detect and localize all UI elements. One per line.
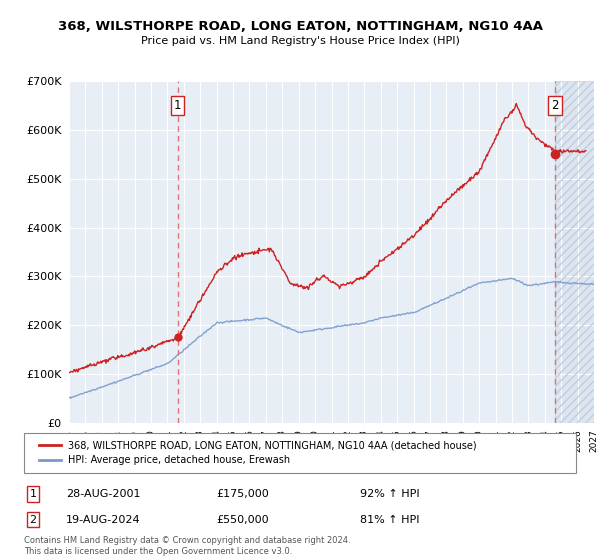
Text: 28-AUG-2001: 28-AUG-2001 [66,489,140,499]
Text: 81% ↑ HPI: 81% ↑ HPI [360,515,419,525]
Text: 1: 1 [174,99,182,111]
Text: 368, WILSTHORPE ROAD, LONG EATON, NOTTINGHAM, NG10 4AA: 368, WILSTHORPE ROAD, LONG EATON, NOTTIN… [58,20,542,32]
Legend: 368, WILSTHORPE ROAD, LONG EATON, NOTTINGHAM, NG10 4AA (detached house), HPI: Av: 368, WILSTHORPE ROAD, LONG EATON, NOTTIN… [34,436,482,470]
Bar [555,81,594,423]
Text: Price paid vs. HM Land Registry's House Price Index (HPI): Price paid vs. HM Land Registry's House … [140,36,460,46]
Text: 1: 1 [29,489,37,499]
Text: 2: 2 [551,99,559,111]
Text: 92% ↑ HPI: 92% ↑ HPI [360,489,419,499]
Text: £550,000: £550,000 [216,515,269,525]
Text: 19-AUG-2024: 19-AUG-2024 [66,515,140,525]
Bar [555,81,594,423]
Text: £175,000: £175,000 [216,489,269,499]
Text: Contains HM Land Registry data © Crown copyright and database right 2024.
This d: Contains HM Land Registry data © Crown c… [24,536,350,556]
Text: 2: 2 [29,515,37,525]
